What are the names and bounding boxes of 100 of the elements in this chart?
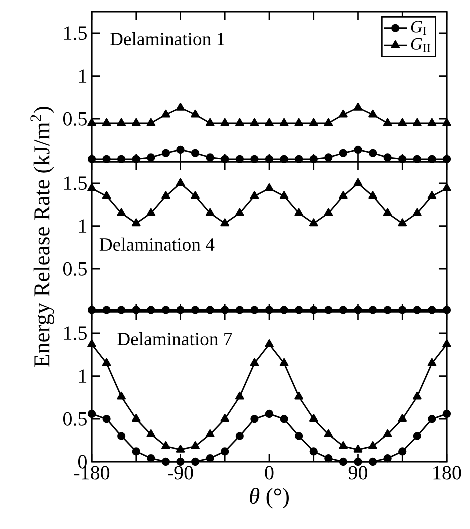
point — [309, 218, 318, 227]
point — [339, 442, 348, 450]
point — [324, 454, 333, 463]
point — [88, 184, 96, 192]
point — [339, 191, 348, 200]
point — [442, 340, 452, 348]
point — [354, 458, 362, 466]
point — [412, 392, 422, 400]
point — [162, 191, 170, 200]
point — [383, 208, 392, 216]
point — [250, 358, 260, 366]
point — [220, 118, 230, 126]
point — [384, 154, 392, 162]
x-tick-label: 180 — [434, 466, 462, 480]
point — [191, 110, 200, 118]
point — [206, 430, 215, 438]
point — [339, 458, 348, 466]
point — [132, 218, 141, 227]
point — [412, 208, 422, 216]
point — [206, 154, 214, 162]
point — [412, 118, 422, 126]
point — [428, 118, 437, 126]
point — [310, 448, 318, 456]
point — [398, 448, 407, 456]
point — [354, 444, 363, 453]
point — [294, 118, 304, 126]
point — [354, 178, 363, 186]
point — [236, 432, 244, 440]
point — [295, 432, 304, 440]
x-axis-title: θ (°) — [250, 488, 289, 509]
point — [146, 208, 156, 216]
point — [132, 448, 140, 456]
point — [206, 118, 215, 126]
point — [206, 208, 215, 216]
legend-label: G$_{II}$ — [411, 38, 431, 52]
point — [235, 392, 244, 400]
point — [428, 415, 436, 424]
point — [339, 110, 348, 118]
point — [220, 414, 230, 422]
y-tick-label: 0.5 — [63, 112, 87, 126]
y-tick-label: 1.5 — [64, 176, 87, 190]
point — [191, 149, 200, 158]
point — [324, 154, 333, 162]
y-axis-title: Energy Release Rate (kJ/m$^{2}$) — [30, 107, 54, 368]
point — [102, 191, 112, 200]
point — [117, 118, 126, 126]
point — [294, 208, 304, 216]
x-tick-label: 0 — [265, 466, 274, 480]
point — [324, 208, 334, 216]
point — [398, 118, 408, 126]
point — [162, 458, 170, 466]
point — [368, 191, 378, 200]
point — [206, 454, 214, 463]
point — [398, 218, 408, 227]
point — [294, 392, 304, 400]
point — [265, 340, 274, 348]
point — [250, 191, 260, 200]
point — [88, 118, 96, 126]
point — [132, 414, 141, 422]
annotation: Delamination 7 — [118, 332, 232, 346]
point — [324, 118, 334, 126]
point — [176, 458, 185, 466]
point — [88, 340, 96, 348]
y-tick-label: 1.5 — [64, 26, 87, 40]
point — [176, 146, 185, 154]
point — [265, 184, 274, 192]
point — [368, 110, 378, 118]
point — [102, 358, 112, 366]
y-tick-label: 1.5 — [64, 326, 87, 340]
point — [384, 454, 392, 463]
point — [191, 442, 200, 450]
point — [442, 410, 452, 418]
point — [102, 415, 111, 424]
y-tick-label: 1 — [79, 220, 87, 233]
point — [280, 118, 289, 126]
point — [176, 444, 186, 453]
point — [250, 415, 259, 424]
point — [309, 414, 318, 422]
annotation: Delamination 4 — [100, 238, 215, 252]
point — [132, 118, 141, 126]
point — [221, 448, 230, 456]
point — [250, 118, 260, 126]
point — [383, 430, 392, 438]
point — [118, 432, 126, 440]
legend-label: G$_{I}$ — [411, 21, 427, 36]
point — [354, 103, 363, 111]
y-tick-label: 1 — [79, 370, 87, 383]
point — [162, 149, 170, 158]
point — [176, 103, 186, 111]
point — [339, 149, 348, 158]
point — [368, 458, 378, 466]
point — [398, 414, 408, 422]
point — [324, 430, 334, 438]
point — [413, 432, 422, 440]
point — [428, 191, 437, 200]
x-tick-label: -90 — [168, 466, 194, 480]
point — [102, 118, 112, 126]
point — [235, 208, 244, 216]
point — [265, 118, 274, 126]
point — [442, 184, 452, 192]
